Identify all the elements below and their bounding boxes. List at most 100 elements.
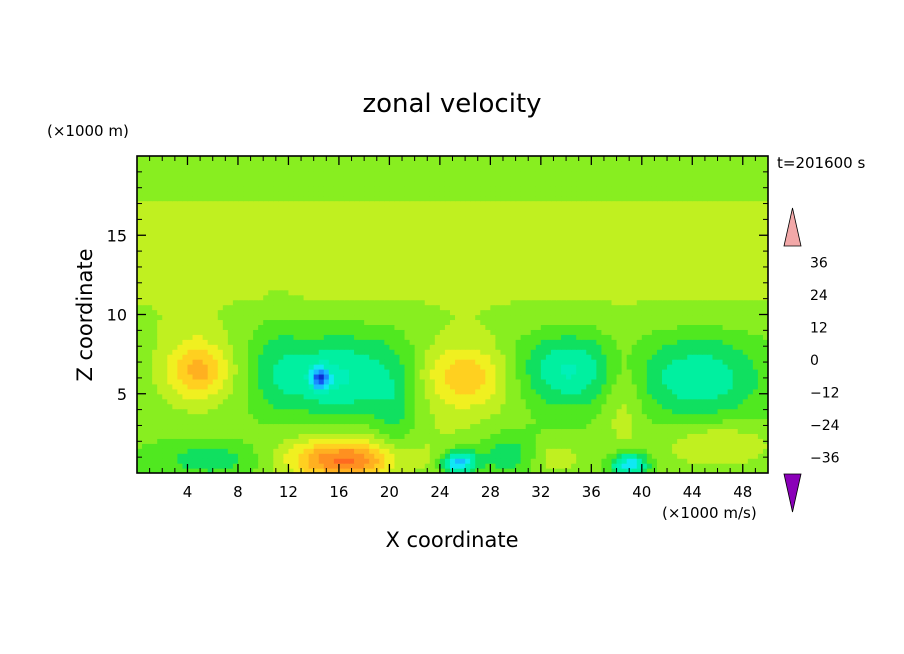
heatmap-cell [757, 383, 764, 390]
heatmap-cell [571, 383, 577, 390]
heatmap-cell [409, 468, 416, 473]
heatmap-cell [757, 284, 764, 291]
heatmap-cell [177, 289, 184, 296]
heatmap-cell [399, 354, 406, 360]
heatmap-cell [268, 398, 274, 405]
heatmap-cell [520, 388, 527, 395]
heatmap-cell [207, 423, 214, 430]
heatmap-cell [248, 314, 254, 321]
heatmap-cell [747, 438, 754, 444]
heatmap-cell [263, 468, 269, 473]
heatmap-cell [601, 324, 608, 330]
heatmap-cell [364, 468, 370, 473]
heatmap-cell [687, 408, 693, 415]
heatmap-cell [641, 383, 648, 390]
heatmap-cell [692, 314, 698, 321]
heatmap-cell [702, 383, 709, 390]
heatmap-cell [364, 428, 370, 434]
heatmap-cell [283, 438, 290, 444]
heatmap-cell [162, 349, 168, 355]
heatmap-cell [439, 438, 446, 444]
heatmap-cell [571, 453, 577, 459]
heatmap-cell [555, 428, 562, 434]
heatmap-cell [298, 314, 305, 321]
heatmap-cell [520, 319, 527, 325]
heatmap-cell [621, 458, 628, 464]
heatmap-cell [404, 383, 411, 390]
heatmap-cell [601, 438, 608, 444]
heatmap-cell [500, 403, 507, 410]
heatmap-cell [712, 468, 719, 473]
heatmap-cell [651, 398, 658, 405]
heatmap-cell [157, 463, 163, 469]
heatmap-cell [550, 304, 557, 311]
heatmap-cell [545, 289, 552, 296]
heatmap-cell [520, 359, 527, 365]
heatmap-cell [520, 364, 527, 370]
heatmap-cell [303, 349, 310, 355]
heatmap-cell [323, 284, 330, 291]
heatmap-cell [167, 364, 173, 370]
heatmap-cell [505, 319, 512, 325]
heatmap-cell [384, 433, 390, 439]
heatmap-cell [253, 299, 259, 306]
heatmap-cell [712, 289, 719, 296]
heatmap-cell [581, 408, 587, 415]
heatmap-cell [253, 418, 259, 425]
heatmap-cell [596, 289, 603, 296]
heatmap-cell [389, 309, 396, 316]
heatmap-cell [384, 299, 390, 306]
heatmap-cell [510, 299, 517, 306]
heatmap-cell [384, 428, 390, 434]
heatmap-cell [742, 324, 749, 330]
heatmap-cell [142, 294, 148, 301]
heatmap-cell [288, 364, 295, 370]
heatmap-cell [313, 458, 320, 464]
heatmap-cell [439, 368, 446, 375]
heatmap-cell [601, 403, 608, 410]
heatmap-cell [323, 289, 330, 296]
heatmap-cell [207, 373, 214, 380]
heatmap-cell [243, 368, 249, 375]
heatmap-cell [212, 403, 219, 410]
heatmap-cell [505, 428, 512, 434]
heatmap-cell [621, 344, 628, 350]
heatmap-cell [530, 329, 537, 335]
heatmap-cell [677, 458, 683, 464]
heatmap-cell [500, 274, 507, 281]
heatmap-cell [288, 373, 295, 380]
heatmap-cell [253, 433, 259, 439]
heatmap-cell [177, 349, 184, 355]
heatmap-cell [192, 383, 199, 390]
heatmap-cell [611, 279, 618, 286]
heatmap-cell [535, 383, 542, 390]
heatmap-cell [444, 388, 451, 395]
heatmap-cell [293, 418, 300, 425]
heatmap-cell [566, 319, 572, 325]
heatmap-cell [470, 403, 476, 410]
heatmap-cell [429, 339, 436, 345]
heatmap-cell [596, 354, 603, 360]
heatmap-cell [677, 364, 683, 370]
heatmap-cell [651, 368, 658, 375]
heatmap-cell [747, 314, 754, 321]
heatmap-cell [510, 423, 517, 430]
heatmap-cell [439, 334, 446, 340]
heatmap-cell [747, 304, 754, 311]
heatmap-cell [187, 314, 194, 321]
heatmap-cell [444, 324, 451, 330]
heatmap-cell [343, 443, 350, 449]
heatmap-cell [550, 344, 557, 350]
heatmap-cell [591, 319, 597, 325]
heatmap-cell [232, 403, 239, 410]
heatmap-cell [167, 468, 173, 473]
heatmap-cell [586, 314, 592, 321]
heatmap-cell [762, 334, 768, 340]
heatmap-cell [273, 284, 279, 291]
heatmap-cell [535, 314, 542, 321]
heatmap-cell [187, 453, 194, 459]
heatmap-cell [313, 408, 320, 415]
heatmap-cell [369, 368, 375, 375]
heatmap-cell [354, 418, 360, 425]
